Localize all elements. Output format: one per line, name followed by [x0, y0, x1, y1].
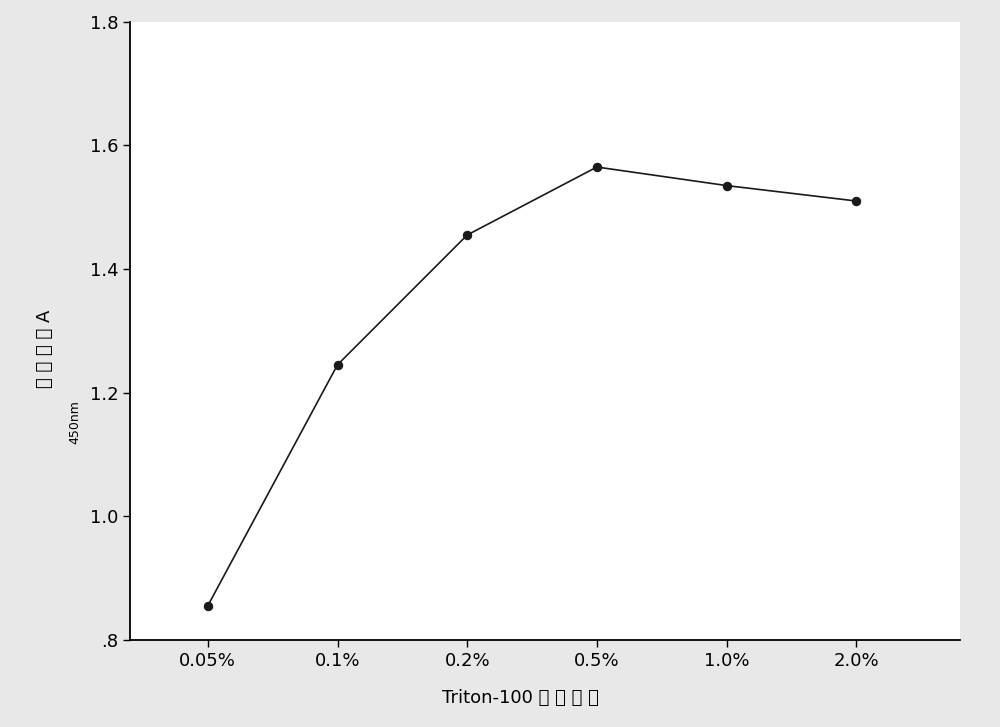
- Text: 吸 光 度 値 A: 吸 光 度 値 A: [36, 310, 54, 388]
- Text: 450nm: 450nm: [68, 400, 82, 443]
- Text: Triton‐100 浓 度 优 化: Triton‐100 浓 度 优 化: [442, 689, 598, 707]
